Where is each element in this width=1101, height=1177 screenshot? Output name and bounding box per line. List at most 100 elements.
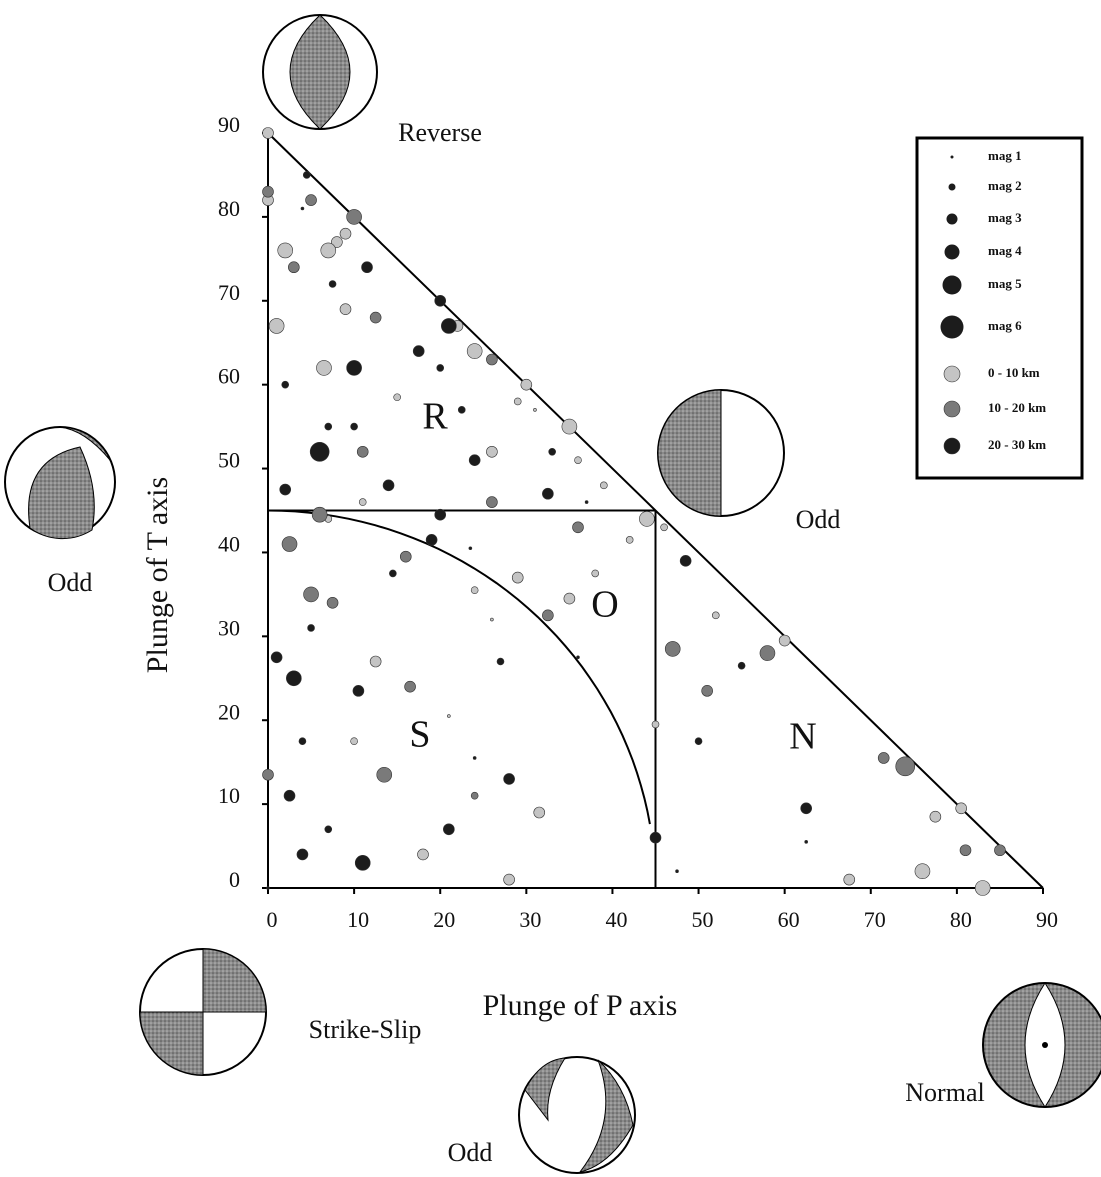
point — [376, 766, 393, 783]
point — [346, 209, 362, 225]
point — [326, 596, 339, 609]
x-tick-label: 50 — [692, 907, 714, 932]
point — [955, 802, 967, 815]
point — [639, 511, 655, 527]
point — [468, 454, 481, 466]
point — [268, 318, 285, 334]
y-tick-label: 10 — [218, 783, 240, 808]
point — [283, 789, 296, 802]
x-tick-label: 0 — [267, 907, 278, 932]
point — [296, 848, 309, 861]
x-tick-label: 30 — [519, 907, 541, 932]
legend-label: 20 - 30 km — [988, 437, 1046, 452]
mechanism-label: Strike-Slip — [309, 1015, 422, 1044]
point — [443, 823, 455, 836]
point — [286, 670, 302, 687]
point — [548, 447, 556, 456]
point — [369, 311, 382, 324]
legend-label: mag 1 — [988, 148, 1022, 163]
point — [324, 825, 333, 834]
x-tick-label: 70 — [864, 907, 886, 932]
point — [352, 685, 365, 697]
point — [486, 353, 498, 366]
point — [503, 873, 515, 886]
point — [737, 661, 746, 670]
point — [328, 280, 337, 288]
point — [316, 360, 332, 376]
mechanism-label: Odd — [796, 505, 841, 534]
point — [436, 364, 445, 372]
point — [843, 873, 856, 886]
point — [434, 508, 447, 521]
point — [281, 380, 290, 389]
legend-color-marker — [943, 365, 961, 383]
y-tick-label: 30 — [218, 615, 240, 640]
region-label: R — [422, 396, 448, 438]
point — [298, 737, 307, 745]
legend-size-marker — [942, 275, 962, 295]
y-tick-label: 70 — [218, 280, 240, 305]
point — [350, 737, 358, 745]
point — [270, 651, 283, 664]
point — [561, 418, 578, 435]
point — [279, 483, 292, 496]
point — [496, 657, 505, 666]
point — [358, 498, 367, 506]
point — [660, 523, 668, 532]
point — [470, 586, 479, 594]
point — [434, 294, 447, 307]
beachball-strike-slip — [139, 948, 267, 1076]
legend-color-marker — [943, 400, 961, 418]
x-tick-label: 60 — [778, 907, 800, 932]
legend-label: mag 2 — [988, 178, 1022, 193]
y-tick-label: 20 — [218, 699, 240, 724]
legend-label: mag 4 — [988, 243, 1022, 258]
point — [800, 802, 812, 815]
point — [339, 227, 352, 240]
point — [542, 609, 554, 622]
point — [563, 592, 576, 605]
point — [513, 397, 522, 406]
y-tick-label: 40 — [218, 531, 240, 556]
point — [804, 840, 808, 844]
point — [490, 617, 494, 622]
point — [520, 378, 533, 391]
point — [288, 261, 300, 274]
point — [895, 756, 916, 777]
point — [664, 641, 681, 657]
point — [759, 645, 776, 661]
point — [470, 791, 479, 800]
legend-size-marker — [950, 155, 954, 159]
legend-size-marker — [948, 183, 956, 191]
point — [447, 714, 451, 718]
point — [354, 855, 371, 871]
x-tick-label: 80 — [950, 907, 972, 932]
beachball-odd-left — [4, 426, 116, 540]
point — [600, 481, 608, 490]
mechanism-label: Normal — [905, 1078, 984, 1107]
point — [361, 261, 373, 274]
beachball-reverse — [262, 14, 378, 130]
point — [542, 487, 554, 500]
point — [404, 680, 416, 693]
legend-label: 10 - 20 km — [988, 400, 1046, 415]
point — [486, 445, 498, 458]
x-tick-label: 20 — [433, 907, 455, 932]
beachball-normal — [982, 982, 1101, 1108]
point — [711, 611, 720, 620]
legend-size-marker — [940, 315, 964, 339]
x-tick-label: 90 — [1036, 907, 1058, 932]
point — [303, 586, 319, 603]
legend-box — [915, 136, 1084, 480]
point — [300, 206, 305, 211]
point — [441, 318, 457, 334]
mechanism-label: Odd — [448, 1138, 493, 1167]
y-tick-label: 0 — [229, 867, 240, 892]
y-axis-label: Plunge of T axis — [141, 477, 174, 673]
beachball-odd-right — [657, 389, 785, 517]
point — [584, 500, 589, 504]
point — [311, 506, 328, 523]
point — [466, 343, 483, 359]
point — [974, 880, 991, 896]
